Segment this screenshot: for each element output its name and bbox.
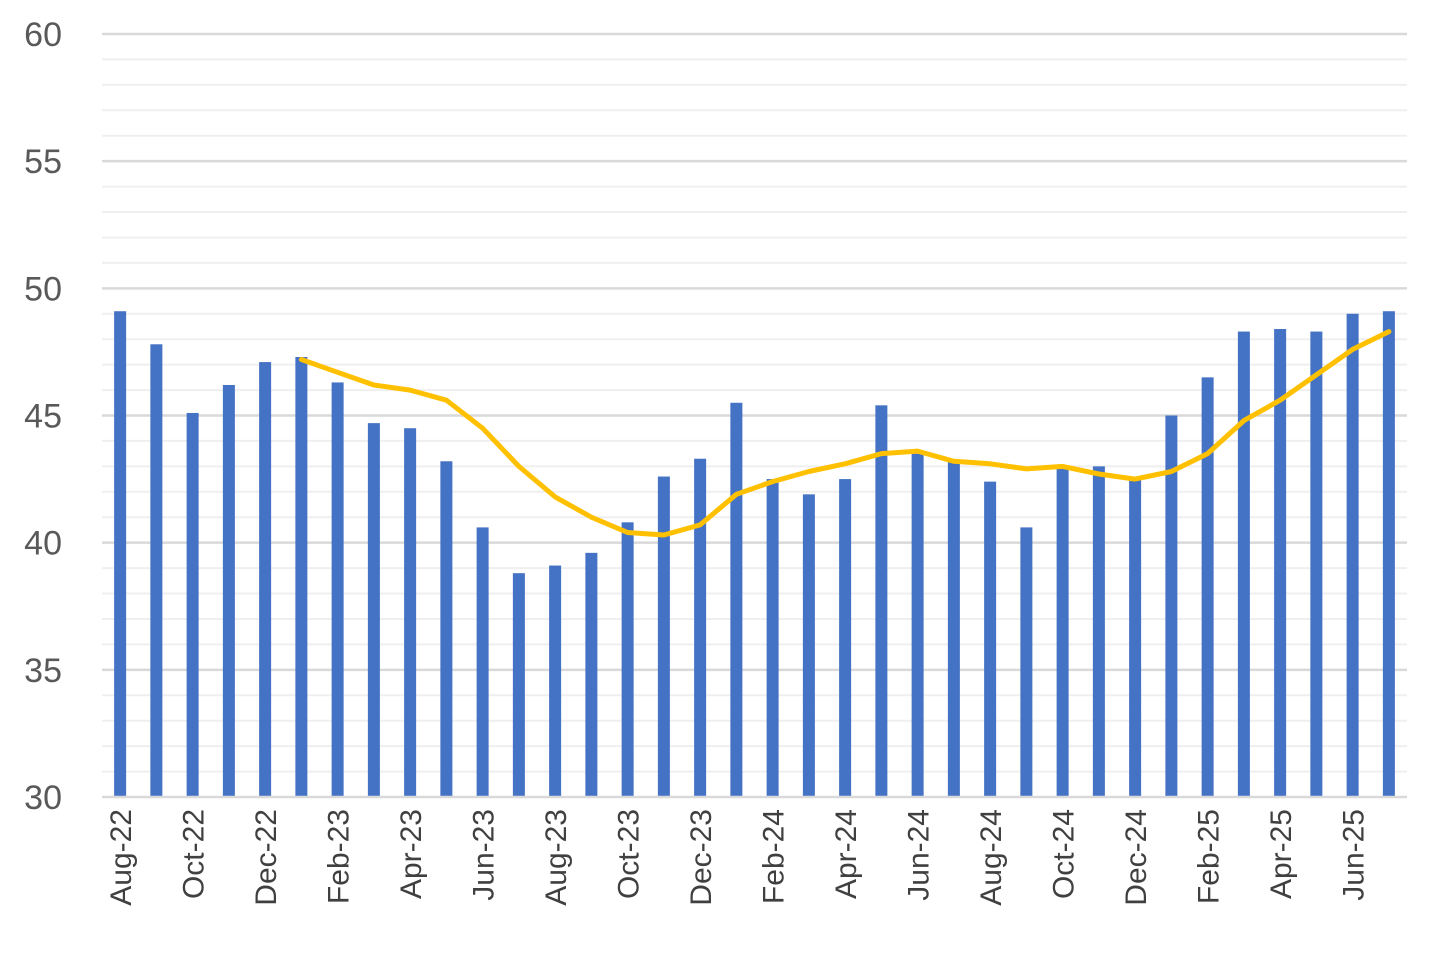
y-tick-label: 55 [24,143,62,181]
bar [1165,415,1178,797]
bar [1310,331,1323,797]
y-tick-label: 50 [24,270,62,308]
y-tick-label: 30 [24,779,62,817]
x-tick-label: Oct-22 [178,809,211,899]
bar [1056,468,1069,797]
x-tick-label: Jun-25 [1338,809,1371,901]
bar [875,405,888,797]
bar [1237,331,1250,797]
x-tick-label: Feb-25 [1193,809,1226,904]
bar [1382,311,1395,797]
x-tick-label: Aug-24 [975,809,1008,906]
series-line [298,329,1392,538]
bar [1092,466,1105,797]
bar [440,461,453,797]
x-tick-label: Dec-22 [250,809,283,906]
x-axis-tick-labels: Aug-22 Oct-22 Dec-22 Feb-23 Apr-23 Jun-23 Aug-… [105,809,1371,906]
bar [512,573,525,797]
x-tick-label: Dec-23 [685,809,718,906]
bar [114,311,127,797]
bar-series [114,311,1395,797]
bar [295,357,308,797]
bar [404,428,417,797]
bar [1201,377,1214,797]
bar [150,344,163,797]
bar [730,402,743,797]
bar [585,552,598,797]
gridlines [102,32,1407,773]
bar [222,384,235,797]
y-tick-label: 40 [24,525,62,563]
bar [947,461,960,797]
bar [1346,313,1359,797]
bar [911,453,924,797]
y-tick-label: 45 [24,398,62,436]
bar [766,479,779,797]
bar [367,423,380,797]
y-axis-tick-labels: 30 35 40 45 50 55 60 [24,16,62,817]
x-tick-label: Apr-24 [830,809,863,899]
x-tick-label: Dec-24 [1120,809,1153,906]
bar [476,527,489,797]
moving-average-series [298,329,1392,538]
bar [657,476,670,797]
x-tick-label: Aug-22 [105,809,138,906]
bar [694,458,707,797]
bar [331,382,344,797]
bar [621,522,634,797]
y-tick-label: 35 [24,652,62,690]
x-tick-label: Feb-24 [758,809,791,904]
x-tick-label: Oct-23 [613,809,646,899]
bar [802,494,815,797]
bar [186,412,199,797]
bar [259,362,272,797]
bar [549,565,562,797]
x-tick-label: Jun-23 [468,809,501,901]
x-tick-label: Apr-23 [395,809,428,899]
bar [1274,329,1287,797]
x-tick-label: Oct-24 [1048,809,1081,899]
x-tick-label: Aug-23 [540,809,573,906]
x-tick-label: Jun-24 [903,809,936,901]
bar [1129,479,1142,797]
x-tick-label: Feb-23 [323,809,356,904]
y-tick-label: 60 [24,16,62,54]
bar [984,481,997,797]
bar [1020,527,1033,797]
x-tick-label: Apr-25 [1265,809,1298,899]
bar [839,479,852,797]
